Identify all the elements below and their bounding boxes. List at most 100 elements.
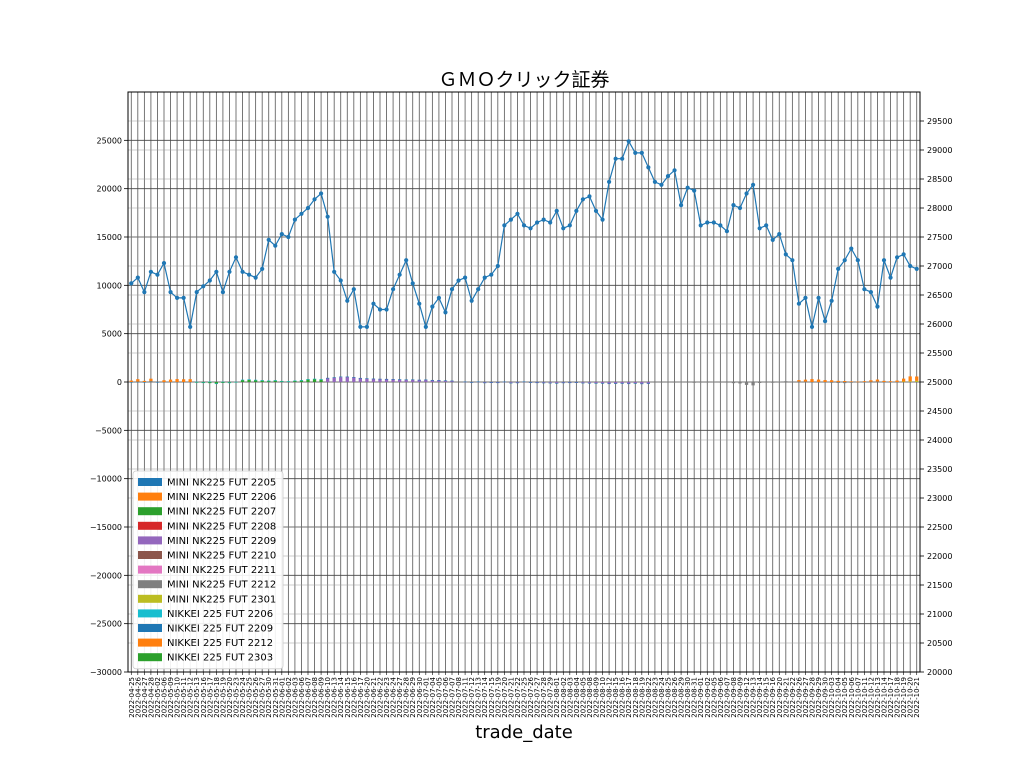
bar (136, 381, 140, 383)
bar (417, 379, 421, 381)
bar (378, 378, 382, 382)
price-point (489, 272, 494, 277)
price-point (744, 191, 749, 196)
x-tick-label: 2022-05-30 (265, 677, 273, 718)
x-tick-label: 2022-07-14 (481, 676, 489, 717)
bar (902, 381, 906, 383)
bar (424, 379, 428, 382)
price-point (214, 269, 219, 274)
price-point (790, 258, 795, 263)
price-point (770, 237, 775, 242)
price-point (253, 275, 258, 280)
price-point (646, 165, 651, 170)
x-tick-label: 2022-08-15 (612, 677, 620, 718)
bar (384, 379, 389, 382)
bar (483, 382, 487, 384)
x-tick-label: 2022-09-26 (795, 676, 803, 717)
y2-tick-label: 27500 (927, 233, 952, 242)
price-point (279, 232, 284, 237)
legend-swatch (138, 536, 162, 545)
bar (803, 381, 808, 383)
x-tick-label: 2022-07-06 (442, 676, 450, 717)
bar (489, 382, 493, 383)
price-point (299, 211, 304, 216)
price-point (698, 223, 703, 228)
x-tick-label: 2022-07-27 (534, 677, 542, 718)
legend-swatch (138, 580, 162, 589)
price-point (737, 205, 743, 211)
bar (600, 383, 605, 384)
bar (240, 380, 245, 382)
bar (398, 379, 402, 382)
bar (378, 378, 382, 380)
price-point (875, 304, 880, 309)
bar (221, 381, 225, 383)
price-point (665, 174, 671, 179)
bar (443, 380, 448, 382)
bar (627, 382, 631, 384)
price-point (894, 255, 900, 260)
price-point (521, 223, 527, 228)
legend-label: MINI NK225 FUT 2209 (167, 536, 276, 547)
bar (712, 381, 716, 383)
price-point (390, 287, 396, 292)
bar (699, 382, 703, 383)
bar (404, 379, 408, 382)
bar (339, 376, 343, 378)
bar (155, 382, 160, 383)
x-tick-label: 2022-06-23 (383, 677, 391, 718)
bar (345, 376, 349, 378)
chart-title: ＧＭＯクリック証券 (438, 69, 609, 91)
bar (771, 382, 775, 383)
x-tick-label: 2022-08-25 (665, 677, 673, 718)
bar (168, 379, 173, 382)
price-point (888, 275, 893, 280)
bar (365, 378, 369, 382)
x-tick-label: 2022-07-13 (475, 677, 483, 718)
bar (587, 382, 592, 383)
y2-tick-label: 22000 (927, 552, 952, 561)
price-point (240, 269, 245, 274)
price-point (476, 287, 481, 292)
x-tick-label: 2022-08-12 (606, 677, 614, 718)
price-point (705, 220, 710, 225)
bar (646, 383, 650, 384)
bar (751, 382, 755, 386)
bar (240, 379, 245, 381)
x-axis-label: trade_date (475, 722, 573, 743)
y2-tick-label: 21500 (927, 581, 952, 590)
x-tick-label: 2022-07-04 (429, 676, 437, 717)
legend-label: MINI NK225 FUT 2208 (167, 521, 276, 532)
y2-tick-label: 29000 (927, 146, 952, 155)
x-tick-label: 2022-08-01 (553, 677, 561, 718)
bar (247, 379, 251, 380)
y2-tick-label: 24000 (927, 436, 952, 445)
bar (221, 382, 225, 383)
bar (659, 382, 664, 383)
bar (568, 382, 572, 384)
x-tick-label: 2022-09-09 (737, 677, 745, 718)
bar (882, 382, 886, 383)
x-tick-label: 2022-06-03 (291, 677, 299, 718)
y-tick-label: −20000 (90, 571, 122, 580)
bar (830, 380, 834, 382)
x-tick-label: 2022-09-28 (809, 677, 817, 718)
y-tick-label: −25000 (90, 620, 122, 629)
x-tick-label: 2022-08-08 (586, 677, 594, 718)
bar (856, 382, 860, 383)
price-point (757, 226, 762, 231)
price-point (502, 223, 507, 228)
y2-tick-label: 28000 (927, 204, 952, 213)
bar (515, 382, 520, 383)
price-point (495, 263, 500, 269)
bar (888, 382, 893, 383)
price-point (731, 203, 736, 208)
bar (234, 381, 238, 383)
x-tick-label: 2022-07-29 (547, 677, 555, 718)
price-point (338, 278, 343, 283)
price-point (541, 217, 546, 222)
price-point (868, 290, 874, 295)
price-point (397, 272, 402, 277)
bar (358, 377, 362, 379)
